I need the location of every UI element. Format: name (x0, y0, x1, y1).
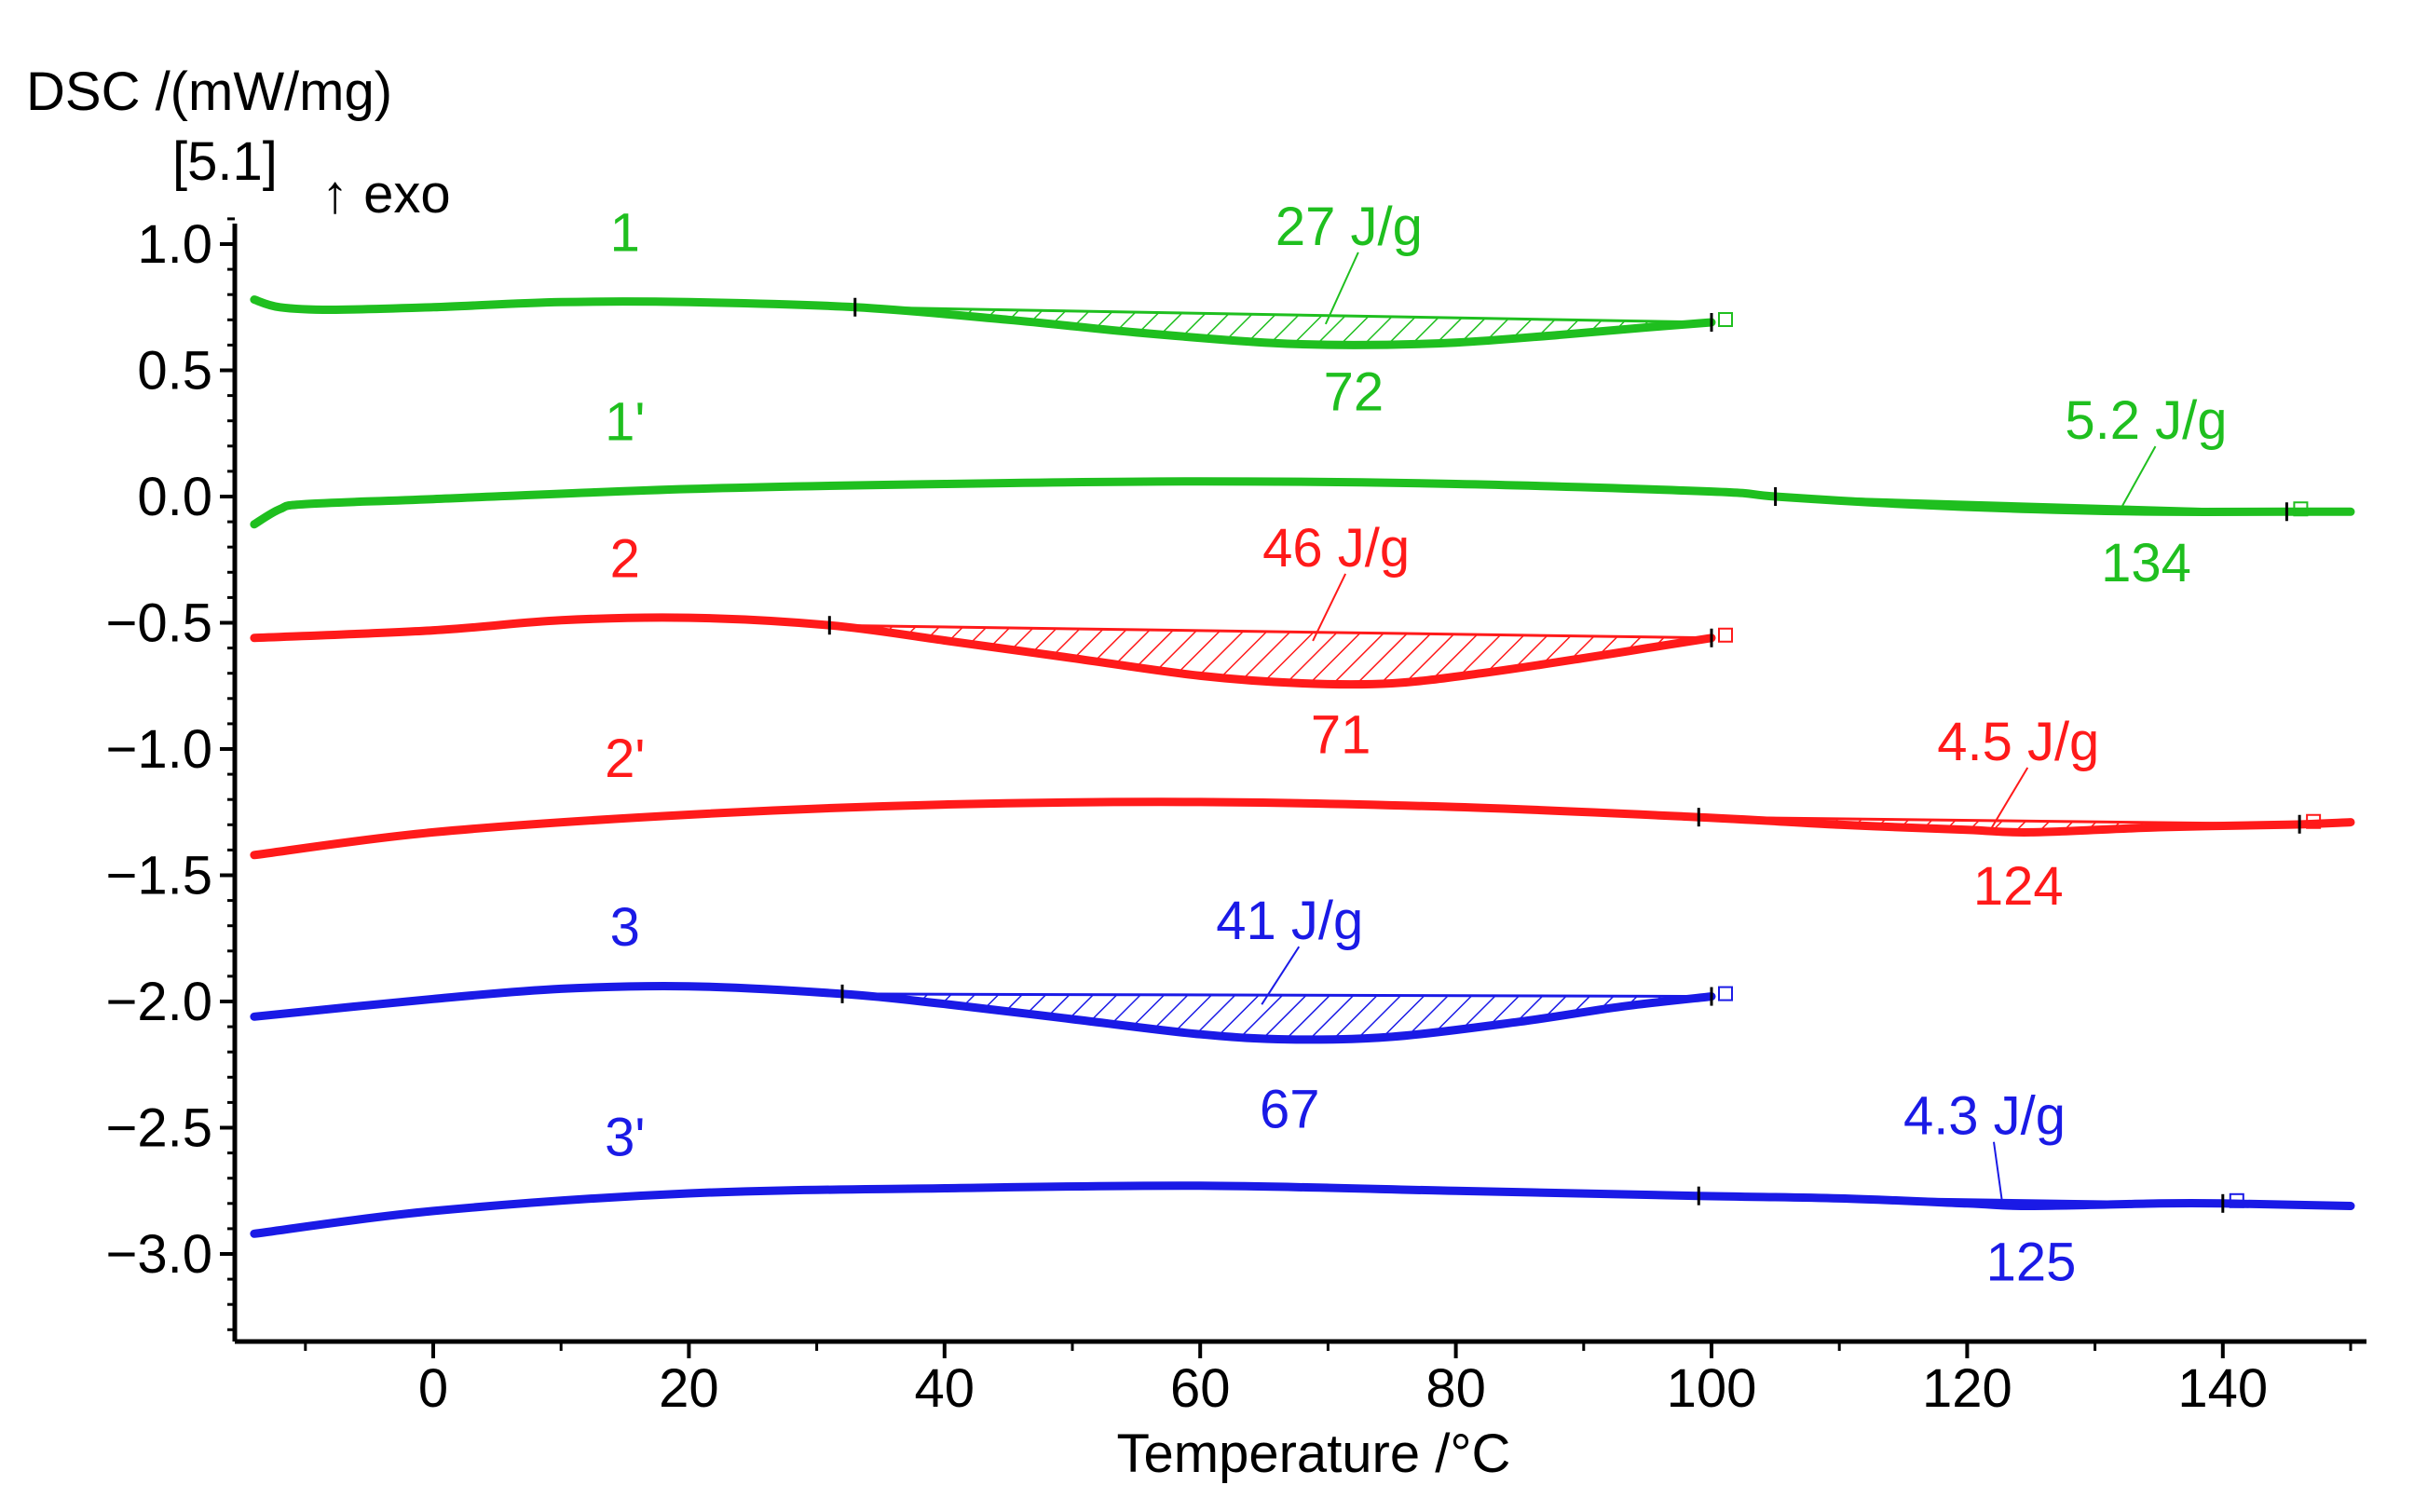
y-tick-label: 0.0 (137, 467, 212, 527)
enthalpy-label: 4.3 J/g (1903, 1086, 2066, 1147)
x-tick-label: 140 (2177, 1358, 2268, 1419)
enthalpy-leader-line (2117, 445, 2157, 514)
enthalpy-label: 5.2 J/g (2065, 390, 2227, 451)
curve-name-label: 1' (605, 392, 645, 453)
y-tick-label: −3.0 (106, 1224, 213, 1285)
y-tick-label: 0.5 (137, 341, 212, 402)
x-axis-label: Temperature /°C (1117, 1423, 1511, 1484)
x-tick-label: 120 (1922, 1358, 2012, 1419)
x-tick-label: 20 (659, 1358, 719, 1419)
enthalpy-baseline (829, 623, 1712, 640)
axes (232, 224, 2366, 1344)
dsc-curve-5 (250, 981, 1716, 1044)
enthalpy-label: 41 J/g (1216, 891, 1363, 951)
curve-annotations: 1 27 J/g 72 1' 5.2 J/g 134 2 46 J/g 71 2' 4.5 J/g 1… (605, 197, 2227, 1293)
y-scale-note: [5.1] (172, 131, 278, 192)
curve-name-label: 2 (610, 528, 640, 589)
x-tick-label: 80 (1425, 1358, 1486, 1419)
peak-temperature-label: 71 (1311, 705, 1371, 766)
y-tick-label: −2.5 (106, 1098, 213, 1159)
enthalpy-label: 27 J/g (1275, 197, 1423, 257)
peak-temperature-label: 67 (1260, 1080, 1320, 1140)
end-bracket-marker (2293, 501, 2309, 517)
enthalpy-label: 4.5 J/g (1937, 712, 2099, 772)
enthalpy-leader-line (1993, 1141, 2004, 1209)
y-tick-label: 1.0 (137, 214, 212, 275)
curve-name-label: 3 (610, 897, 640, 958)
end-bracket-marker (1718, 986, 1733, 1001)
x-tick-label: 0 (418, 1358, 448, 1419)
curve-name-label: 2' (605, 729, 645, 789)
x-tick-label: 100 (1667, 1358, 1757, 1419)
dsc-curve-4 (250, 797, 2355, 860)
peak-temperature-label: 134 (2101, 533, 2191, 593)
enthalpy-baseline (842, 992, 1712, 999)
end-bracket-marker (2229, 1192, 2244, 1208)
y-tick-label: −2.0 (106, 972, 213, 1032)
enthalpy-label: 46 J/g (1262, 518, 1410, 579)
dsc-curve-6 (250, 1181, 2355, 1238)
curve-name-label: 3' (605, 1108, 645, 1168)
dsc-curve-3 (250, 613, 1716, 689)
tick-group: 0 20 40 60 80 100 120 140 1.0 0.5 0.0 −0.5 −1.0 −1.5 −… (106, 214, 2353, 1419)
enthalpy-leader-line (1261, 946, 1301, 1005)
dsc-curve-2 (250, 477, 2355, 529)
y-tick-label: −0.5 (106, 593, 213, 654)
enthalpy-leader-line (1312, 573, 1347, 642)
y-tick-label: −1.0 (106, 719, 213, 780)
peak-temperature-label: 72 (1324, 361, 1384, 422)
peak-temperature-label: 124 (1973, 856, 2064, 917)
y-tick-label: −1.5 (106, 846, 213, 906)
end-bracket-marker (1718, 627, 1733, 643)
end-bracket-marker (2306, 813, 2322, 829)
dsc-curves (250, 295, 2355, 1238)
x-tick-label: 40 (915, 1358, 975, 1419)
y-axis-label: DSC /(mW/mg) (26, 61, 392, 122)
x-tick-label: 60 (1170, 1358, 1231, 1419)
curve-name-label: 1 (610, 202, 640, 263)
peak-temperature-label: 125 (1986, 1233, 2077, 1293)
enthalpy-leader-line (1989, 767, 2029, 831)
dsc-curve-1 (250, 295, 1716, 349)
enthalpy-leader-line (1324, 252, 1359, 325)
exo-direction-note: ↑ exo (321, 164, 451, 225)
end-bracket-marker (1718, 312, 1733, 328)
enthalpy-baseline (854, 306, 1712, 324)
